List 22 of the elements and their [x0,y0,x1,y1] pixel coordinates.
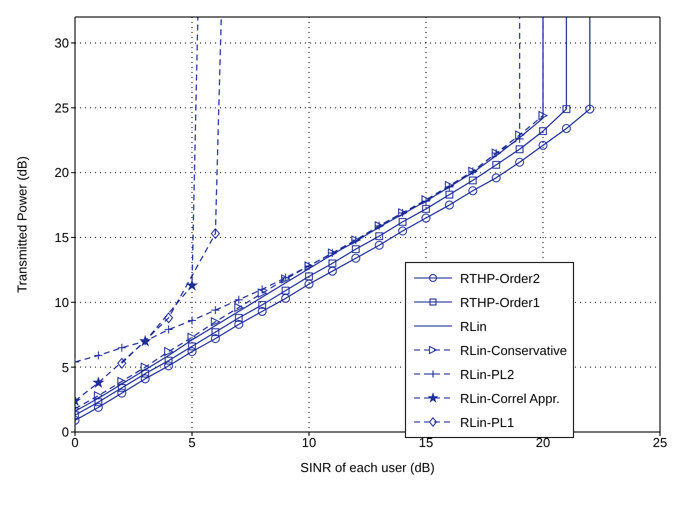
legend-label: RLin [460,318,487,334]
y-tick-label: 25 [54,100,69,116]
y-tick-label: 30 [54,36,69,51]
x-tick-label: 5 [188,435,196,450]
x-tick-label: 20 [536,435,550,450]
x-tick-label: 25 [652,435,668,450]
y-tick-label: 15 [54,230,69,246]
legend-label: RTHP-Order2 [460,270,540,286]
legend-label: RTHP-Order1 [460,294,540,310]
x-tick-label: 10 [302,435,316,450]
x-tick-label: 15 [418,435,434,450]
y-tick-label: 0 [62,424,69,440]
legend-label: RLin-Conservative [460,342,567,358]
legend-label: RLin-PL2 [460,366,514,382]
y-axis-title: Transmitted Power (dB) [14,156,30,293]
legend-label: RLin-Correl Appr. [460,390,560,406]
y-tick-label: 10 [54,294,69,310]
y-tick-label: 20 [54,165,69,180]
y-tick-label: 5 [62,360,69,375]
x-tick-label: 0 [71,435,79,450]
x-axis-title: SINR of each user (dB) [300,460,435,475]
legend-label: RLin-PL1 [460,414,514,430]
